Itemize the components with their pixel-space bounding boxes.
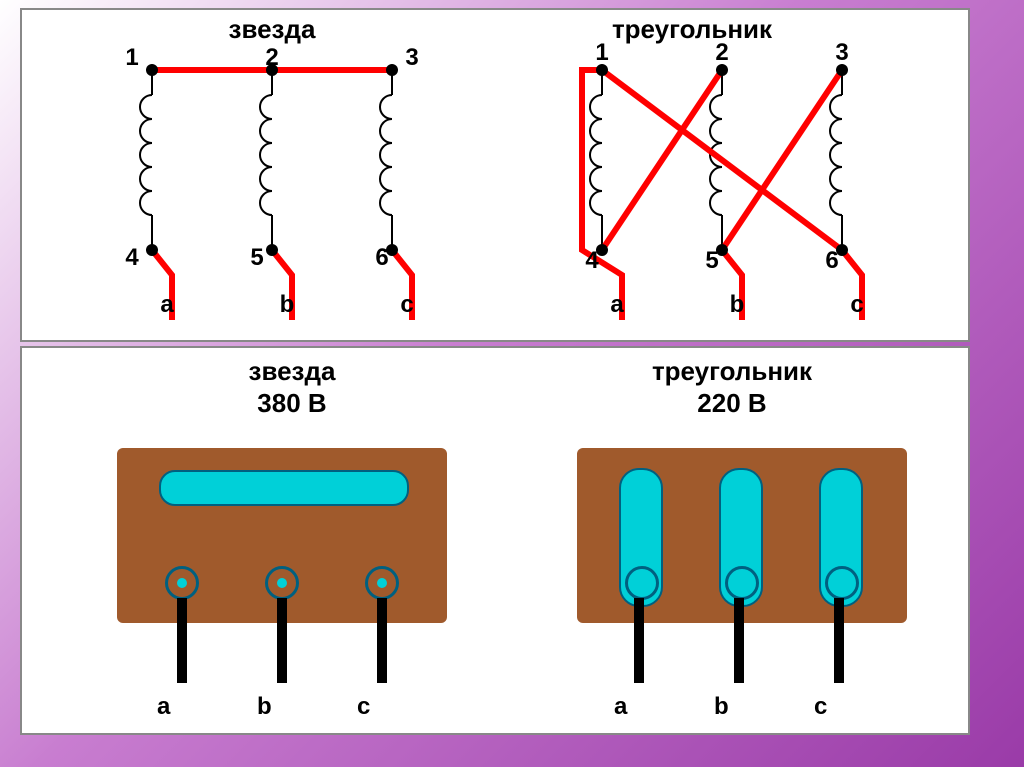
star-terminal-title-l2: 380 В <box>192 388 392 419</box>
screw-icon <box>834 481 844 491</box>
phase-label-b: b <box>257 693 272 721</box>
delta-terminal-block <box>577 448 907 623</box>
schematic-panel: звезда треугольник <box>20 8 970 342</box>
terminal-panel: звезда 380 В треугольник 220 В a b c <box>20 346 970 735</box>
svg-text:5: 5 <box>705 247 718 274</box>
lead-wire <box>177 598 187 683</box>
screw-icon <box>737 578 747 588</box>
delta-terminal-title-l1: треугольник <box>602 356 862 387</box>
delta-schematic: 1 2 3 4 5 6 a b c <box>522 40 942 340</box>
screw-icon <box>837 578 847 588</box>
screw-icon <box>377 481 387 491</box>
star-terminal-title-l1: звезда <box>192 356 392 387</box>
screw-icon <box>177 578 187 588</box>
screw-icon <box>277 481 287 491</box>
phase-label-c: c <box>814 693 827 721</box>
svg-text:a: a <box>610 291 624 318</box>
phase-label-a: a <box>157 693 170 721</box>
svg-text:c: c <box>400 291 413 318</box>
svg-text:6: 6 <box>825 247 838 274</box>
lead-wire <box>634 598 644 683</box>
lead-wire <box>377 598 387 683</box>
delta-terminal-title-l2: 220 В <box>642 388 822 419</box>
lead-wire <box>834 598 844 683</box>
svg-text:2: 2 <box>265 44 278 71</box>
svg-text:5: 5 <box>250 244 263 271</box>
svg-text:4: 4 <box>125 244 139 271</box>
svg-text:4: 4 <box>585 247 599 274</box>
svg-text:3: 3 <box>405 44 418 71</box>
svg-text:2: 2 <box>715 40 728 66</box>
svg-text:b: b <box>280 291 295 318</box>
screw-icon <box>177 481 187 491</box>
phase-label-c: c <box>357 693 370 721</box>
svg-text:6: 6 <box>375 244 388 271</box>
phase-label-b: b <box>714 693 729 721</box>
lead-wire <box>277 598 287 683</box>
star-terminal-block <box>117 448 447 623</box>
phase-label-a: a <box>614 693 627 721</box>
svg-text:1: 1 <box>595 40 608 66</box>
svg-text:a: a <box>160 291 174 318</box>
screw-icon <box>377 578 387 588</box>
screw-icon <box>734 481 744 491</box>
svg-text:1: 1 <box>125 44 138 71</box>
svg-text:c: c <box>850 291 863 318</box>
svg-text:b: b <box>730 291 745 318</box>
lead-wire <box>734 598 744 683</box>
screw-icon <box>634 481 644 491</box>
star-schematic: 1 2 3 4 5 6 a b c <box>72 40 472 340</box>
screw-icon <box>637 578 647 588</box>
svg-text:3: 3 <box>835 40 848 66</box>
screw-icon <box>277 578 287 588</box>
